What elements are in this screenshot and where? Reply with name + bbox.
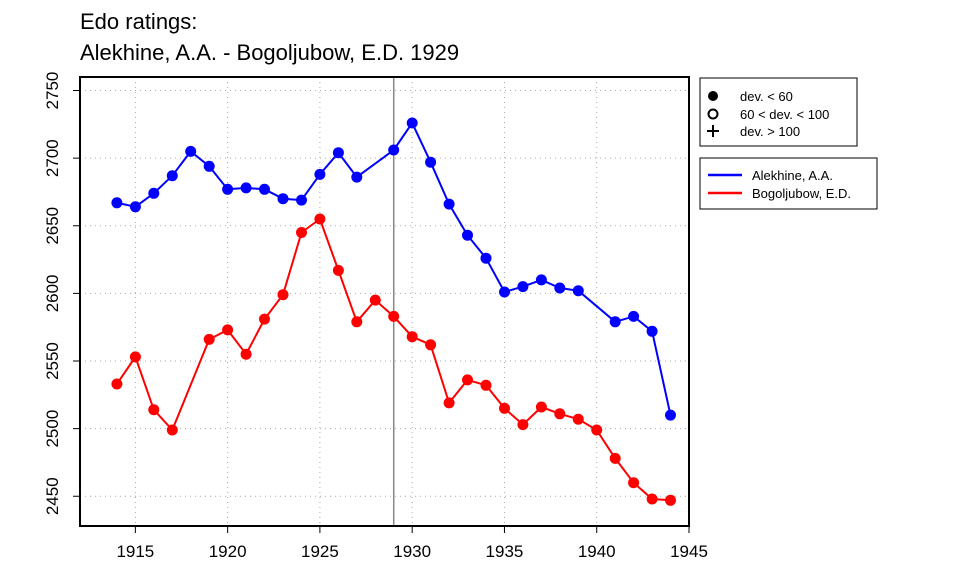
data-point (296, 227, 307, 238)
y-tick-label: 2700 (43, 139, 62, 177)
data-point (480, 379, 492, 391)
x-tick-label: 1915 (116, 542, 154, 561)
grid (80, 77, 689, 526)
legend-marker-label: 60 < dev. < 100 (740, 107, 829, 122)
data-point (277, 193, 289, 205)
data-point (443, 397, 455, 409)
axes: 1915 1920 1925 1930 1935 1940 1945 2450 2500 2550… (43, 72, 708, 561)
data-point (388, 310, 400, 322)
y-tick-label: 2550 (43, 342, 62, 380)
data-point (425, 339, 437, 351)
data-point (351, 316, 363, 328)
data-point (203, 160, 215, 172)
legend-marker-label: dev. > 100 (740, 124, 800, 139)
data-point (425, 156, 437, 168)
data-point (665, 409, 676, 421)
data-point (628, 477, 640, 489)
data-point (462, 229, 473, 241)
data-point (462, 374, 473, 386)
data-point (609, 316, 621, 328)
data-point (129, 201, 141, 213)
data-point (296, 194, 307, 206)
x-tick-label: 1935 (486, 542, 524, 561)
data-point (332, 147, 344, 159)
data-point (406, 331, 418, 343)
legend-series-box (699, 157, 878, 210)
data-point (240, 348, 252, 360)
legend-series-label: Alekhine, A.A. (752, 168, 833, 183)
data-point (222, 324, 234, 336)
series-layer (111, 117, 676, 506)
data-point (129, 351, 141, 363)
data-point (517, 281, 529, 293)
data-point (111, 378, 123, 390)
plus-icon (707, 125, 719, 137)
legend-marker-label: dev. < 60 (740, 89, 793, 104)
data-point (388, 144, 400, 156)
open-circle-icon (707, 108, 719, 120)
data-point (628, 310, 640, 322)
legend-marker-box (699, 77, 858, 147)
data-point (517, 419, 529, 431)
data-point (665, 494, 676, 506)
x-tick-label: 1920 (209, 542, 247, 561)
data-point (554, 282, 566, 294)
data-point (259, 313, 270, 325)
data-point (554, 408, 566, 420)
data-point (111, 197, 123, 209)
data-point (535, 401, 547, 413)
x-tick-label: 1940 (578, 542, 616, 561)
x-tick-label: 1930 (393, 542, 431, 561)
data-point (499, 286, 510, 298)
data-point (314, 168, 326, 180)
chart-title: Edo ratings: (80, 9, 198, 34)
data-point (369, 294, 381, 306)
x-tick-label: 1945 (670, 542, 708, 561)
chart-subtitle: Alekhine, A.A. - Bogoljubow, E.D. 1929 (80, 40, 460, 65)
data-point (646, 325, 658, 337)
data-point (646, 493, 658, 505)
data-point (240, 182, 252, 194)
data-point (222, 183, 234, 195)
data-point (443, 198, 455, 210)
y-tick-label: 2650 (43, 207, 62, 245)
data-point (535, 274, 547, 286)
legend-series-label: Bogoljubow, E.D. (752, 186, 851, 201)
data-point (166, 170, 178, 182)
data-point (148, 404, 160, 416)
data-point (332, 264, 344, 276)
y-tick-label: 2450 (43, 477, 62, 515)
data-point (185, 145, 197, 157)
data-point (277, 289, 289, 301)
x-tick-label: 1925 (301, 542, 339, 561)
y-tick-label: 2600 (43, 274, 62, 312)
data-point (166, 424, 178, 436)
data-point (591, 424, 603, 436)
data-point (259, 183, 270, 195)
data-point (499, 402, 510, 414)
y-tick-label: 2750 (43, 72, 62, 110)
data-point (480, 252, 492, 264)
data-point (406, 117, 418, 129)
data-point (572, 413, 584, 425)
data-point (351, 171, 363, 183)
y-tick-label: 2500 (43, 410, 62, 448)
data-point (314, 213, 326, 225)
data-point (203, 333, 215, 345)
data-point (609, 452, 621, 464)
data-point (572, 285, 584, 297)
filled-circle-icon (708, 91, 718, 101)
plot-frame (79, 76, 690, 527)
data-point (148, 187, 160, 199)
